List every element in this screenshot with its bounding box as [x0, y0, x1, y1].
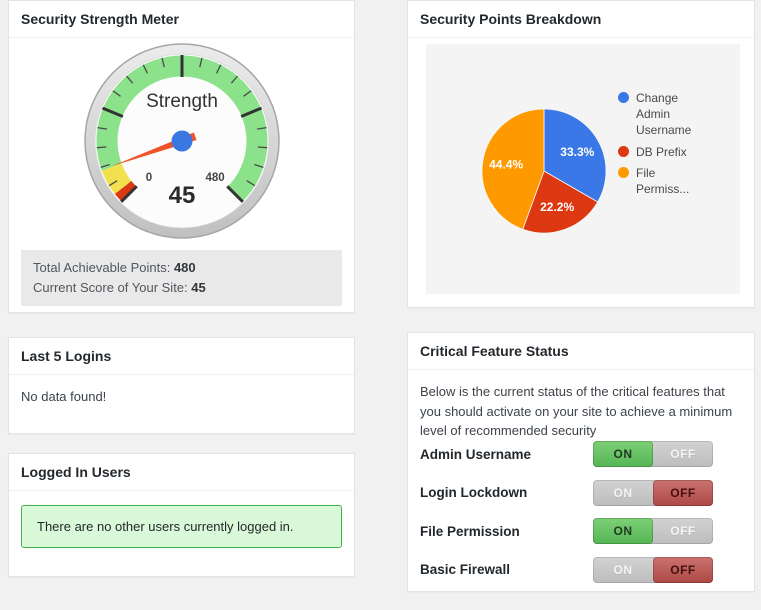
logged-in-users-notice: There are no other users currently logge…: [21, 505, 342, 548]
points-pie-chart: 33.3% 22.2% 44.4%: [481, 108, 607, 234]
panel-logged-in-users: Logged In Users There are no other users…: [8, 453, 355, 577]
score-summary-box: Total Achievable Points: 480 Current Sco…: [21, 250, 342, 307]
legend-item: File Permiss...: [618, 165, 736, 197]
toggle-on-button[interactable]: ON: [593, 441, 653, 468]
gauge-minor-tick: [125, 75, 134, 84]
feature-label: File Permission: [420, 523, 520, 539]
pie-slice-label: 44.4%: [489, 157, 523, 171]
gauge-minor-tick: [257, 146, 268, 149]
gauge-minor-tick: [199, 57, 203, 68]
feature-label: Admin Username: [420, 446, 532, 462]
feature-list: Admin Username ON OFF Login Lockdown ON OFF Fi…: [420, 435, 742, 589]
critical-description: Below is the current status of the criti…: [420, 384, 733, 438]
gauge-minor-tick: [246, 180, 256, 187]
panel-title: Security Points Breakdown: [408, 1, 754, 38]
pie-legend: Change Admin Username DB Prefix File Permi…: [618, 90, 736, 202]
gauge-minor-tick: [230, 75, 239, 84]
toggle-off-button[interactable]: OFF: [653, 556, 713, 583]
gauge-minor-tick: [100, 163, 110, 169]
toggle-off-button[interactable]: OFF: [670, 447, 696, 462]
pie-slice: [481, 108, 545, 230]
gauge-minor-tick: [256, 126, 267, 130]
legend-label: Change Admin Username: [636, 91, 692, 138]
legend-label: File Permiss...: [636, 165, 690, 196]
feature-label: Login Lockdown: [420, 485, 528, 501]
legend-item: Change Admin Username: [618, 90, 736, 139]
feature-row: Basic Firewall ON OFF: [420, 551, 742, 590]
legend-dot-icon: [618, 166, 629, 178]
feature-row: Login Lockdown ON OFF: [420, 474, 742, 513]
gauge-minor-tick: [142, 64, 149, 74]
summary-line-total: Total Achievable Points: 480: [33, 260, 196, 275]
pie-slice-label: 22.2%: [540, 200, 574, 214]
gauge-minor-tick: [97, 126, 108, 130]
feature-toggle[interactable]: ON OFF: [593, 556, 713, 583]
gauge-minor-tick: [254, 163, 264, 169]
gauge-value: 45: [169, 182, 196, 209]
gauge-band-zone: [101, 162, 132, 194]
gauge-major-tick: [101, 106, 124, 118]
gauge-minor-tick: [243, 90, 252, 97]
gauge-major-tick: [120, 185, 138, 203]
toggle-off-button[interactable]: OFF: [653, 479, 713, 506]
pie-slice-label: 33.3%: [560, 145, 594, 159]
gauge-minor-tick: [161, 57, 165, 68]
feature-label: Basic Firewall: [420, 562, 511, 578]
toggle-on-button[interactable]: ON: [593, 518, 653, 545]
gauge-minor-tick: [215, 64, 222, 74]
toggle-on-button[interactable]: ON: [613, 485, 633, 500]
legend-item: DB Prefix: [618, 144, 736, 160]
summary-line-current: Current Score of Your Site: 45: [33, 280, 206, 296]
pie-slice: [522, 170, 599, 234]
panel-security-points-breakdown: Security Points Breakdown 33.3% 22.2% 44.4…: [407, 0, 755, 308]
panel-critical-feature-status: Critical Feature Status Below is the cur…: [407, 332, 755, 592]
gauge-min-label: 0: [146, 172, 152, 184]
gauge-band-zone: [96, 55, 268, 202]
gauge-title: Strength: [146, 91, 218, 112]
gauge-hub: [171, 130, 193, 152]
toggle-off-button[interactable]: OFF: [670, 524, 696, 539]
gauge-minor-tick: [96, 146, 107, 149]
gauge-max-label: 480: [205, 172, 224, 184]
legend-dot-icon: [618, 92, 629, 103]
legend-label: DB Prefix: [636, 144, 687, 159]
toggle-on-button[interactable]: ON: [613, 562, 633, 577]
panel-security-strength-meter: Security Strength Meter Strength 0 480 45 T…: [8, 0, 355, 313]
gauge-minor-tick: [112, 90, 121, 97]
feature-toggle[interactable]: ON OFF: [593, 441, 713, 468]
gauge-major-tick: [240, 106, 263, 118]
gauge-minor-tick: [108, 180, 118, 187]
panel-last-5-logins: Last 5 Logins No data found!: [8, 337, 355, 434]
feature-toggle[interactable]: ON OFF: [593, 479, 713, 506]
feature-row: File Permission ON OFF: [420, 512, 742, 551]
panel-title: Last 5 Logins: [9, 338, 354, 375]
no-data-message: No data found!: [21, 389, 107, 404]
feature-row: Admin Username ON OFF: [420, 435, 742, 474]
strength-gauge: Strength 0 480 45: [84, 43, 280, 239]
pie-slice: [543, 108, 607, 203]
panel-title: Logged In Users: [9, 454, 354, 491]
panel-title: Critical Feature Status: [408, 333, 754, 370]
gauge-major-tick: [226, 185, 244, 203]
feature-toggle[interactable]: ON OFF: [593, 518, 713, 545]
pie-chart-area: 33.3% 22.2% 44.4% Change Admin Username DB …: [426, 44, 740, 294]
legend-dot-icon: [618, 145, 629, 157]
panel-title: Security Strength Meter: [9, 1, 354, 38]
